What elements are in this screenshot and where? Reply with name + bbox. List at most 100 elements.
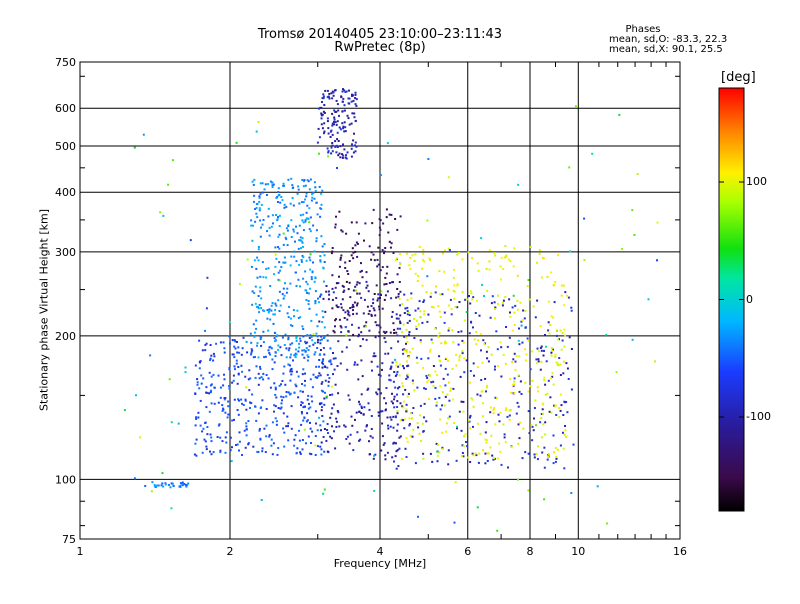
data-point	[400, 457, 403, 460]
data-point	[380, 392, 382, 395]
data-point	[251, 239, 254, 242]
data-point	[342, 154, 345, 157]
data-point	[344, 267, 347, 269]
data-point	[305, 442, 307, 445]
data-point	[562, 360, 565, 363]
data-point	[435, 442, 438, 445]
data-point	[202, 427, 205, 430]
data-point	[341, 156, 344, 159]
data-point	[385, 216, 388, 219]
data-point	[265, 374, 268, 376]
data-point	[384, 276, 387, 279]
data-point	[379, 297, 381, 299]
data-point	[295, 225, 297, 228]
data-point	[319, 255, 322, 258]
data-point	[194, 442, 197, 445]
data-point	[314, 276, 317, 279]
data-point	[356, 304, 358, 307]
data-point	[355, 241, 358, 244]
x-tick-label: 10	[571, 545, 585, 558]
data-point	[323, 397, 326, 400]
data-point	[289, 370, 292, 373]
data-point	[503, 433, 506, 436]
data-point	[383, 337, 386, 340]
y-tick-label: 300	[55, 246, 76, 259]
data-point	[297, 188, 300, 191]
data-point	[259, 286, 262, 289]
data-point	[287, 349, 290, 352]
data-point	[323, 450, 326, 453]
data-point	[322, 316, 325, 319]
data-point	[322, 436, 325, 438]
data-point	[263, 427, 266, 430]
data-point	[385, 330, 388, 333]
data-point	[301, 401, 304, 404]
data-point	[305, 299, 308, 301]
data-point	[309, 268, 312, 271]
data-point	[210, 440, 213, 443]
data-point	[340, 229, 343, 232]
data-point	[284, 383, 287, 386]
data-point	[310, 442, 312, 444]
data-point	[443, 404, 446, 407]
data-point	[282, 372, 285, 375]
data-point	[541, 436, 544, 439]
data-point	[331, 150, 334, 153]
data-point	[309, 406, 312, 409]
data-point	[467, 456, 470, 459]
data-point	[260, 335, 263, 338]
data-point	[559, 444, 562, 447]
data-point	[300, 404, 302, 407]
data-point	[549, 324, 552, 327]
data-point	[422, 248, 425, 251]
data-point	[509, 408, 512, 411]
data-point	[325, 290, 328, 293]
data-point	[494, 306, 497, 309]
data-point	[235, 359, 238, 362]
data-point	[298, 263, 301, 266]
data-point	[228, 321, 231, 324]
data-point	[302, 328, 305, 330]
data-point	[431, 460, 434, 463]
data-point	[321, 338, 323, 341]
data-point	[297, 278, 300, 281]
data-point	[516, 274, 519, 277]
data-point	[343, 289, 346, 292]
data-point	[345, 334, 348, 337]
data-point	[397, 465, 400, 467]
data-point	[524, 309, 527, 312]
data-point	[304, 220, 307, 223]
data-point	[334, 121, 337, 124]
data-point	[251, 393, 254, 396]
data-point	[332, 291, 335, 294]
data-point	[219, 386, 222, 389]
data-point	[489, 411, 492, 414]
data-point	[406, 440, 409, 443]
data-point	[336, 306, 339, 308]
data-point	[322, 110, 325, 113]
data-point	[425, 420, 428, 423]
data-point	[461, 339, 464, 342]
y-tick-label: 400	[55, 186, 76, 199]
data-point	[347, 117, 350, 120]
data-point	[453, 421, 456, 424]
data-point	[275, 257, 278, 260]
colorbar-unit-label: [deg]	[721, 70, 756, 85]
data-point	[299, 316, 302, 319]
data-point	[513, 392, 516, 395]
data-point	[483, 295, 485, 297]
data-point	[261, 399, 264, 402]
data-point	[160, 484, 163, 487]
data-point	[459, 375, 462, 378]
data-point	[562, 447, 565, 450]
data-point	[313, 250, 316, 253]
data-point	[541, 276, 543, 279]
data-point	[318, 301, 320, 304]
data-point	[194, 364, 197, 367]
data-point	[553, 404, 556, 407]
data-point	[253, 178, 256, 181]
data-point	[508, 258, 510, 261]
data-point	[456, 427, 458, 430]
data-point	[547, 321, 550, 324]
data-point	[461, 258, 464, 261]
